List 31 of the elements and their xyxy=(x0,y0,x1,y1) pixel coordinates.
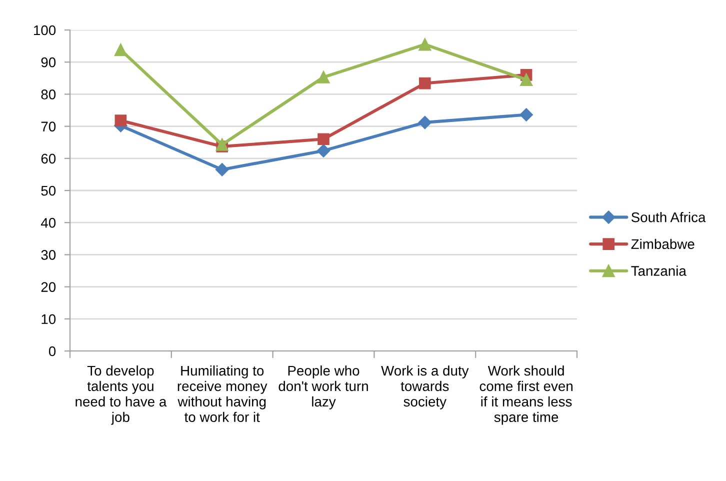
point xyxy=(418,77,431,90)
legend-label: South Africa xyxy=(631,212,706,222)
y-tick-label: 60 xyxy=(41,154,56,164)
y-tick-label: 30 xyxy=(41,250,56,260)
y-tick-label: 20 xyxy=(41,282,56,292)
y-tick-label: 0 xyxy=(48,346,56,356)
x-tick-label: Humiliating to receive money without having to work for it xyxy=(178,365,268,422)
x-tick-label: Work should come first even if it means less spare time xyxy=(480,365,572,425)
y-tick-label: 40 xyxy=(40,218,56,228)
x-tick-label: To develop talents you need to have a job xyxy=(76,365,167,425)
y-tick-label: 100 xyxy=(34,25,56,36)
point xyxy=(418,38,432,51)
point xyxy=(316,144,330,158)
y-tick-label: 10 xyxy=(42,314,56,324)
point xyxy=(418,116,432,130)
y-tick-label: 50 xyxy=(41,186,56,196)
point xyxy=(318,133,330,146)
legend-label: Zimbabwe xyxy=(631,238,694,250)
point xyxy=(317,70,330,84)
point xyxy=(114,114,127,126)
point xyxy=(520,74,533,86)
y-tick-label: 70 xyxy=(41,122,56,132)
point xyxy=(520,108,533,122)
x-tick-label: People who don't work turn lazy xyxy=(278,365,368,410)
x-tick-label: Work is a duty towards society xyxy=(381,365,469,410)
y-tick-label: 80 xyxy=(41,90,56,100)
point xyxy=(216,163,229,176)
legend-label: Tanzania xyxy=(631,266,686,276)
point xyxy=(216,138,228,151)
point xyxy=(114,44,127,56)
y-tick-label: 90 xyxy=(41,57,56,68)
